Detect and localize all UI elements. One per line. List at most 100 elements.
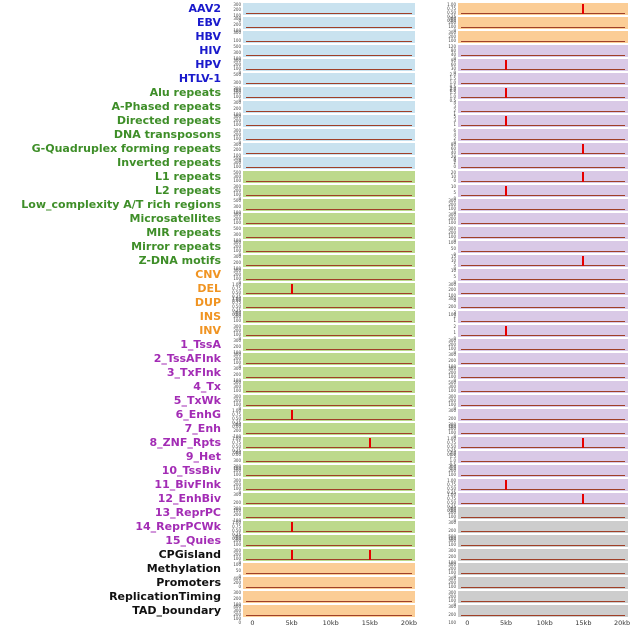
track-row: TAD_boundary 400 300 200 100 0 300 200 100	[0, 604, 630, 625]
y-tick-label: 1	[453, 318, 456, 323]
y-tick-label: 200	[448, 554, 456, 559]
signal-track-right	[458, 577, 628, 589]
y-tick-label: 2.0	[449, 72, 456, 77]
baseline-signal	[246, 335, 412, 336]
baseline-signal	[461, 139, 625, 140]
row-label: 11_BivFlnk	[154, 478, 221, 491]
y-tick-label: 1	[453, 330, 456, 335]
y-tick-label: 1	[453, 112, 456, 117]
y-axis-ticks-right: 300 200 100 0	[441, 282, 458, 305]
baseline-signal	[246, 405, 412, 406]
signal-track-left	[243, 521, 415, 533]
y-tick-label: 100	[448, 560, 456, 565]
signal-track-left	[243, 241, 415, 253]
y-tick-label: 100	[448, 388, 456, 393]
y-tick-label: 300	[233, 2, 241, 7]
track-row: 6_EnhG 1.00 0.75 0.50 0.25 0.00 300 200 100	[0, 408, 630, 429]
y-tick-label: 300	[448, 464, 456, 469]
signal-track-left	[243, 101, 415, 113]
y-tick-label: 100	[233, 472, 241, 477]
baseline-signal	[461, 209, 625, 210]
y-tick-label: 300	[233, 366, 241, 371]
row-label: 15_Quies	[165, 534, 221, 547]
y-tick-label: 100	[233, 238, 241, 243]
y-axis-ticks-right: 300 200 100	[441, 464, 458, 479]
y-tick-label: 1.5	[449, 454, 456, 459]
y-tick-label: 0	[238, 620, 241, 625]
y-axis-ticks-left: 300 200 100 0	[226, 268, 243, 287]
track-row: HIV 500 300 100 120 80 40 0	[0, 44, 630, 61]
y-axis-ticks-right: 300 200 100	[441, 548, 458, 567]
x-axis-row: 0 5kb 10kb 15kb 20kb 0 5kb 10kb 15kb 20kb	[0, 618, 630, 630]
y-tick-label: 0	[238, 98, 241, 103]
y-axis-ticks-right: 1.00 0.75 0.50 0.25 0.00	[441, 436, 458, 459]
track-row: 4_Tx 500 300 100 500 300 100	[0, 380, 630, 394]
track-row: DEL 1.00 0.75 0.50 0.25 0.00 300 200 100 0	[0, 282, 630, 303]
y-tick-label: 100	[233, 486, 241, 491]
y-tick-label: 0.00	[447, 452, 456, 457]
y-tick-label: 0.75	[447, 496, 456, 501]
y-axis-ticks-left: 300 200 100	[226, 338, 243, 357]
y-tick-label: 100	[233, 164, 241, 169]
column-gap	[415, 114, 441, 129]
y-tick-label: 300	[233, 30, 241, 35]
row-label: HIV	[199, 44, 221, 57]
y-tick-label: 200	[233, 272, 241, 277]
y-tick-label: 300	[233, 58, 241, 63]
axis-spacer	[0, 618, 226, 630]
y-tick-label: 10	[450, 268, 456, 273]
signal-track-left	[243, 283, 415, 295]
baseline-signal	[246, 391, 412, 392]
y-tick-label: 200	[448, 612, 456, 617]
y-tick-label: 300	[448, 198, 456, 203]
signal-track-right	[458, 395, 628, 407]
y-tick-label: 100	[448, 424, 456, 429]
y-axis-ticks-left: 300 200 100	[226, 366, 243, 385]
y-tick-label: 200	[233, 118, 241, 123]
y-tick-label: 200	[233, 260, 241, 265]
column-gap	[415, 30, 441, 45]
row-label: Mirror repeats	[131, 240, 221, 253]
y-tick-label: 0.25	[447, 14, 456, 19]
signal-track-right	[458, 143, 628, 155]
y-tick-label: 100	[233, 178, 241, 183]
signal-track-left	[243, 605, 415, 617]
signal-spike	[582, 144, 585, 154]
signal-track-right	[458, 45, 628, 57]
y-tick-label: 200	[233, 62, 241, 67]
y-tick-label: 300	[448, 338, 456, 343]
signal-track-left	[243, 3, 415, 15]
row-label: 12_EnhBiv	[157, 492, 221, 505]
y-tick-label: 100	[233, 192, 241, 197]
y-tick-label: 4	[453, 156, 456, 161]
track-row: 14_ReprPCWk 1.00 0.75 0.50 0.25 0.00 300 200 100	[0, 520, 630, 541]
y-tick-label: 300	[448, 366, 456, 371]
track-row: HBV 300 100 300 200 100	[0, 30, 630, 44]
y-axis-ticks-left: 1.00 0.75 0.50 0.25 0.00	[226, 520, 243, 543]
y-axis-ticks-right: 300 200 100 0	[441, 506, 458, 525]
y-tick-label: 0.50	[232, 444, 241, 449]
y-tick-label: 0	[453, 297, 456, 303]
y-tick-label: 300	[448, 538, 456, 543]
y-axis-ticks-right: 300 200 100 0	[441, 338, 458, 357]
y-axis-ticks-right: 300 200 100	[441, 212, 458, 227]
y-tick-label: 0.25	[447, 490, 456, 495]
signal-track-left	[243, 325, 415, 337]
y-tick-label: 100	[233, 210, 241, 215]
column-gap	[415, 534, 441, 549]
signal-track-right	[458, 591, 628, 603]
signal-spike	[368, 438, 371, 448]
y-tick-label: 0.00	[447, 18, 456, 23]
y-tick-label: 100	[448, 240, 456, 245]
y-axis-ticks-left: 300 200 100 0	[226, 548, 243, 567]
y-axis-ticks-right: 300 200 100	[441, 296, 458, 319]
y-tick-label: 300	[233, 128, 241, 133]
signal-track-right	[458, 269, 628, 281]
y-tick-label: 300	[233, 324, 241, 329]
y-tick-label: 0	[453, 574, 456, 579]
baseline-signal	[461, 531, 625, 532]
y-tick-label: 300	[233, 310, 241, 315]
y-axis-ticks-right: 90 60 30 0	[441, 58, 458, 77]
